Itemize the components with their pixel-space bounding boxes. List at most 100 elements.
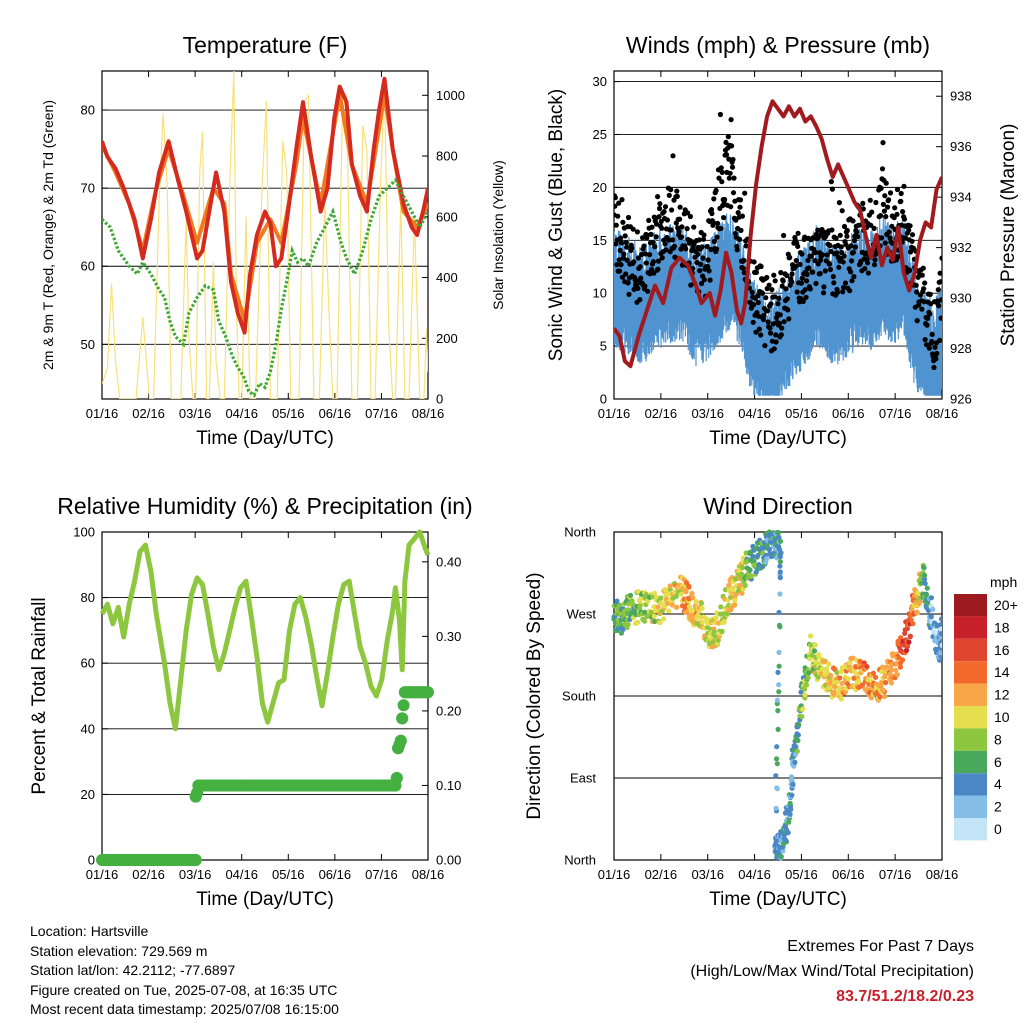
direction-point: [777, 559, 784, 565]
y-axis-label: Sonic Wind & Gust (Blue, Black): [546, 89, 567, 361]
gust-point: [766, 282, 772, 288]
x-tick-label: 05/16: [785, 406, 818, 421]
direction-point: [791, 763, 797, 769]
direction-point: [884, 664, 890, 670]
gust-point: [615, 213, 621, 219]
gust-point: [656, 214, 662, 220]
gust-point: [827, 266, 834, 273]
y-axis-label: Percent & Total Rainfall: [29, 597, 50, 794]
gust-point: [618, 240, 625, 246]
direction-point: [642, 618, 648, 624]
y2-tick-label: 936: [950, 139, 972, 154]
gust-point: [758, 263, 764, 270]
direction-point: [824, 666, 830, 672]
gust-point: [620, 219, 626, 225]
gust-point: [840, 259, 846, 265]
direction-point: [648, 609, 654, 615]
direction-point: [899, 657, 906, 663]
gust-points: [614, 111, 942, 371]
direction-point: [812, 642, 818, 648]
gust-point: [887, 235, 893, 241]
direction-point: [880, 687, 887, 694]
gust-point: [768, 301, 774, 307]
gust-point: [707, 277, 713, 283]
y-tick-label: 80: [81, 103, 95, 118]
x-tick-label: 08/16: [926, 867, 959, 882]
direction-point: [690, 595, 696, 601]
gust-point: [841, 284, 847, 291]
direction-point: [774, 761, 780, 767]
direction-point: [882, 693, 888, 700]
y-tick-label: 60: [81, 656, 95, 671]
y2-tick-label: 932: [950, 240, 972, 255]
gust-point: [778, 270, 784, 276]
gust-point: [714, 246, 720, 252]
gust-point: [617, 268, 623, 274]
gust-point: [804, 271, 810, 278]
y-tick-label: South: [562, 689, 596, 704]
direction-point: [777, 591, 783, 597]
gust-point: [637, 297, 643, 303]
y-tick-label: 70: [81, 181, 95, 196]
gust-point: [664, 217, 671, 223]
y2-axis-label: Station Pressure (Maroon): [998, 124, 1019, 347]
gust-point: [808, 253, 814, 259]
x-tick-label: 08/16: [926, 406, 959, 421]
direction-point: [789, 792, 795, 798]
gust-point: [753, 269, 760, 275]
direction-point: [930, 606, 936, 613]
chart-title: Wind Direction: [703, 493, 853, 519]
direction-point: [834, 669, 840, 676]
gust-point: [914, 289, 920, 295]
direction-point: [838, 696, 844, 702]
direction-point: [845, 676, 851, 682]
gust-point: [683, 246, 689, 252]
colorbar-label: 12: [994, 687, 1010, 703]
y2-tick-label: 930: [950, 291, 972, 306]
direction-point: [635, 589, 641, 595]
direction-point: [777, 554, 783, 560]
gust-point: [920, 265, 926, 271]
x-tick-label: 02/16: [132, 406, 165, 421]
gust-point: [936, 303, 942, 309]
gust-point: [711, 196, 717, 202]
gust-point: [751, 302, 757, 308]
direction-point: [870, 670, 877, 676]
direction-point: [906, 639, 912, 645]
gust-point: [630, 226, 636, 232]
gust-point: [901, 216, 908, 222]
direction-point: [773, 839, 779, 845]
colorbar-swatch: [954, 638, 987, 662]
direction-point: [894, 661, 900, 667]
gust-point: [828, 248, 834, 255]
gust-point: [779, 283, 785, 289]
gust-point: [849, 278, 855, 284]
gust-point: [880, 140, 886, 146]
direction-point: [794, 748, 801, 754]
direction-point: [793, 744, 799, 750]
gust-point: [803, 294, 809, 300]
gust-point: [933, 356, 939, 362]
x-axis-label: Time (Day/UTC): [196, 428, 334, 449]
gust-point: [773, 332, 779, 338]
gust-point: [685, 210, 691, 216]
gust-point: [872, 257, 878, 263]
gust-point: [812, 249, 819, 255]
gust-point: [727, 170, 733, 176]
direction-point: [921, 576, 928, 582]
gust-point: [740, 265, 746, 271]
gust-point: [849, 258, 855, 264]
y-tick-label: 15: [593, 233, 607, 248]
latlon-text: Station lat/lon: 42.2112; -77.6897: [30, 962, 236, 979]
gust-point: [901, 183, 907, 189]
gust-point: [696, 237, 702, 243]
direction-point: [657, 620, 663, 626]
y-axis-label: 2m & 9m T (Red, Orange) & 2m Td (Green): [40, 100, 56, 370]
gust-point: [879, 235, 885, 241]
gust-point: [898, 190, 904, 197]
gust-point: [937, 270, 942, 276]
gust-point: [885, 204, 891, 210]
gust-point: [726, 175, 732, 181]
direction-point: [739, 565, 746, 571]
